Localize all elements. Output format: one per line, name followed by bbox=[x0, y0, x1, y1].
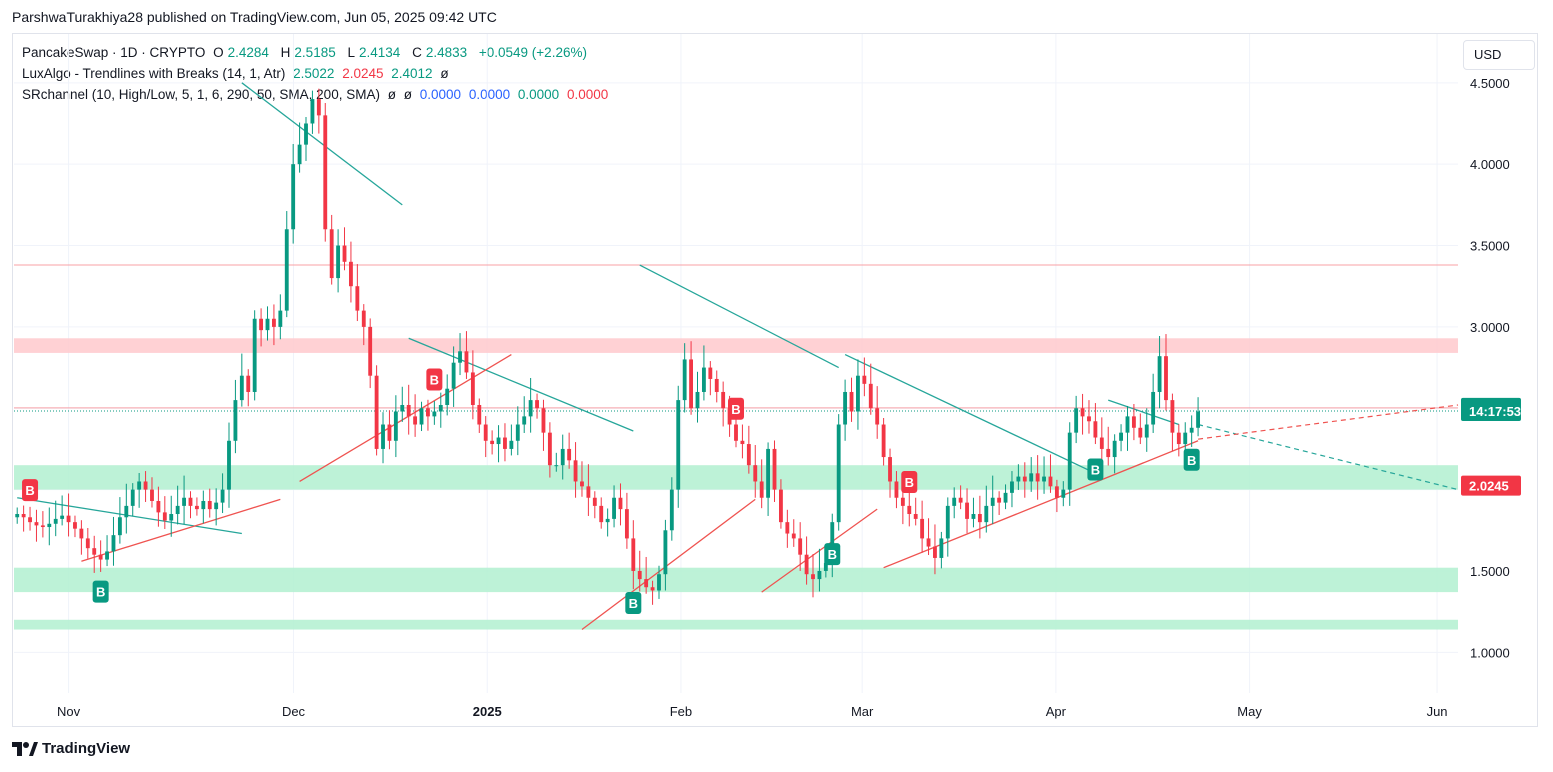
chart-frame bbox=[12, 33, 1538, 727]
luxalgo-value-1: 2.5022 bbox=[293, 66, 335, 81]
low-value: L 2.4134 bbox=[347, 45, 401, 60]
change-value: +0.0549 (+2.26%) bbox=[478, 45, 587, 60]
srchannel-value-1: ø bbox=[387, 87, 396, 102]
srchannel-value-6: 0.0000 bbox=[566, 87, 609, 102]
legend-symbol-line: PancakeSwap · 1D · CRYPTO O 2.4284 H 2.518… bbox=[22, 45, 591, 60]
currency-button[interactable]: USD bbox=[1463, 40, 1535, 70]
srchannel-value-3: 0.0000 bbox=[419, 87, 462, 102]
tradingview-logo-icon bbox=[12, 741, 38, 756]
legend-luxalgo-line: LuxAlgo - Trendlines with Breaks (14, 1,… bbox=[22, 66, 453, 81]
srchannel-value-2: ø bbox=[403, 87, 412, 102]
open-value: O 2.4284 bbox=[213, 45, 269, 60]
luxalgo-value-3: 2.4012 bbox=[391, 66, 433, 81]
luxalgo-value-2: 2.0245 bbox=[342, 66, 384, 81]
close-value: C 2.4833 bbox=[412, 45, 468, 60]
luxalgo-value-4: ø bbox=[440, 66, 449, 81]
footer-logo[interactable]: TradingView bbox=[12, 740, 130, 757]
symbol-label[interactable]: PancakeSwap · 1D · CRYPTO bbox=[22, 45, 206, 60]
srchannel-value-5: 0.0000 bbox=[517, 87, 560, 102]
srchannel-value-4: 0.0000 bbox=[468, 87, 511, 102]
high-value: H 2.5185 bbox=[280, 45, 336, 60]
footer-brand: TradingView bbox=[42, 740, 131, 757]
srchannel-indicator-name[interactable]: SRchannel (10, High/Low, 5, 1, 6, 290, 5… bbox=[22, 87, 380, 102]
legend-srchannel-line: SRchannel (10, High/Low, 5, 1, 6, 290, 5… bbox=[22, 87, 612, 102]
publish-info: ParshwaTurakhiya28 published on TradingV… bbox=[12, 9, 497, 25]
luxalgo-indicator-name[interactable]: LuxAlgo - Trendlines with Breaks (14, 1,… bbox=[22, 66, 286, 81]
